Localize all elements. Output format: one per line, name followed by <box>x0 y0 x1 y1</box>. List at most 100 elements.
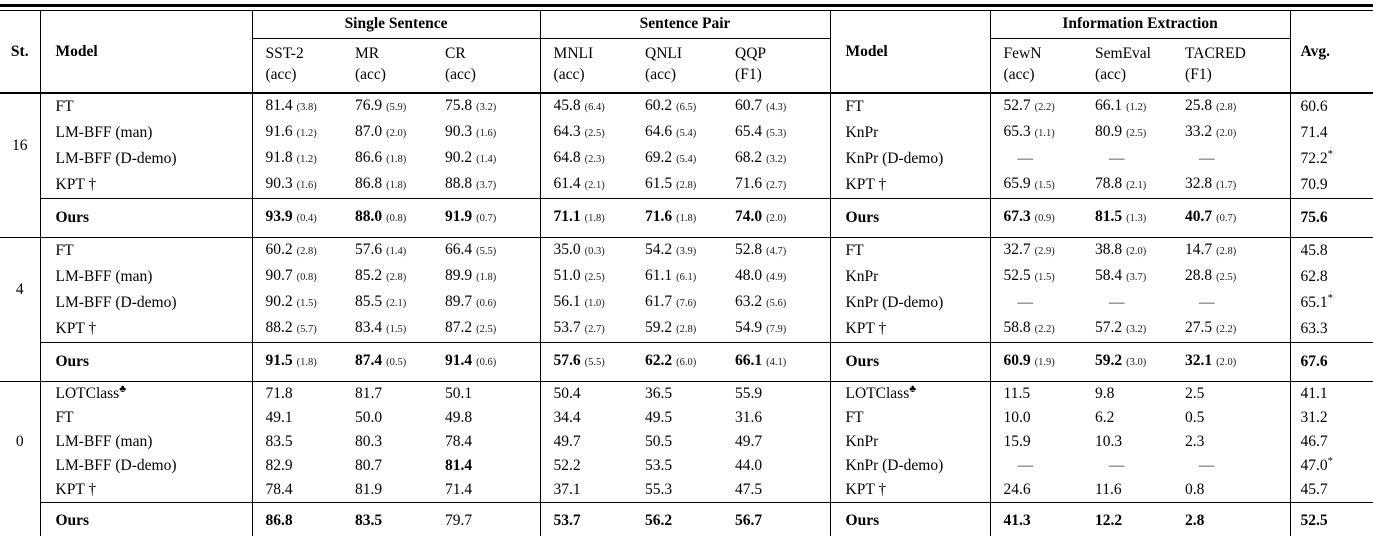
score-cell: 52.2 <box>539 454 633 478</box>
col-header-sst2: SST-2 (acc) <box>251 38 342 94</box>
avg-cell: 63.3 <box>1289 316 1373 343</box>
model-cell: KnPr (D-demo) <box>829 290 991 316</box>
score-cell: 93.9 (0.4) <box>251 198 342 238</box>
col-header-model-right: Model <box>829 11 991 94</box>
score-cell: — <box>989 454 1083 478</box>
score-value: 64.6 <box>645 123 673 140</box>
col-header-cr-name: CR <box>445 45 466 62</box>
score-cell: 54.9 (7.9) <box>722 316 830 343</box>
score-value: — <box>1199 150 1216 167</box>
avg-cell: 45.8 <box>1289 237 1373 264</box>
score-value: 90.3 <box>445 123 473 140</box>
score-cell: 80.3 <box>342 430 432 454</box>
model-cell: KnPr <box>829 430 991 454</box>
col-header-avg: Avg. <box>1289 11 1373 94</box>
score-value: 37.1 <box>553 481 581 498</box>
model-cell: Ours <box>829 342 991 382</box>
score-value: 52.8 <box>735 241 763 258</box>
score-stdev: (1.5) <box>296 298 317 309</box>
score-stdev: (2.5) <box>1126 128 1147 139</box>
score-value: 15.9 <box>1003 433 1031 450</box>
score-cell: 61.7 (7.6) <box>632 290 722 316</box>
score-cell: 78.4 <box>432 430 540 454</box>
avg-value: 31.2 <box>1300 409 1328 426</box>
model-cell: FT <box>829 237 991 264</box>
score-stdev: (0.8) <box>296 272 317 283</box>
model-label: FT <box>845 98 864 115</box>
avg-value: 45.8 <box>1300 242 1328 259</box>
score-stdev: (1.6) <box>476 128 497 139</box>
score-cell: 48.0 (4.9) <box>722 264 830 290</box>
score-cell: 81.7 <box>342 382 432 407</box>
avg-value: 72.2 <box>1300 150 1328 167</box>
score-stdev: (5.6) <box>766 298 787 309</box>
score-value: 85.2 <box>355 267 383 284</box>
score-value: — <box>1017 294 1035 311</box>
avg-cell: 52.5 <box>1289 502 1373 536</box>
col-header-mr-name: MR <box>355 45 380 62</box>
table-row: KPT † 88.2 (5.7) 83.4 (1.5) 87.2 (2.5) 53.7 (2.7… <box>0 316 1373 343</box>
score-value: 32.8 <box>1185 175 1213 192</box>
shot-count-cell: 0 <box>15 433 24 451</box>
score-value: 56.2 <box>645 512 673 529</box>
score-cell: 66.4 (5.5) <box>432 238 540 265</box>
score-stdev: (4.7) <box>766 246 787 257</box>
score-stdev: (1.4) <box>476 154 497 165</box>
table-row: LM-BFF (man) 83.5 80.3 78.4 49.7 50.5 49.7 KnPr… <box>0 430 1373 454</box>
table-row: LM-BFF (D-demo) 90.2 (1.5) 85.5 (2.1) 89.7 (0.… <box>0 290 1373 316</box>
score-cell: 60.2 (6.5) <box>632 93 722 120</box>
col-header-st: St. <box>0 11 40 94</box>
score-cell: 49.1 <box>251 406 342 430</box>
score-value: 66.1 <box>735 352 763 369</box>
model-sup-symbol: ♣ <box>909 383 917 395</box>
score-cell: 59.2 (2.8) <box>632 316 722 343</box>
model-cell: LM-BFF (man) <box>39 430 252 454</box>
score-value: 81.5 <box>1095 208 1123 225</box>
score-cell: 49.7 <box>539 430 633 454</box>
score-cell: 86.8 <box>251 502 342 536</box>
score-value: 25.8 <box>1185 97 1213 114</box>
score-cell: 47.5 <box>722 478 830 503</box>
score-stdev: (2.2) <box>1034 324 1055 335</box>
header-sub-row: SST-2 (acc) MR (acc) CR (acc) MNLI (acc)… <box>0 38 1373 94</box>
score-value: 36.5 <box>645 385 673 402</box>
score-value: 65.3 <box>1003 123 1031 140</box>
score-stdev: (1.5) <box>1034 272 1055 283</box>
score-stdev: (7.6) <box>676 298 697 309</box>
model-label: FT <box>55 98 74 115</box>
score-cell: 6.2 <box>1082 406 1172 430</box>
score-cell: 56.7 <box>722 502 831 536</box>
score-cell: 79.7 <box>432 502 541 536</box>
score-cell: 45.8 (6.4) <box>539 93 633 120</box>
score-stdev: (2.8) <box>676 324 697 335</box>
avg-value: 71.4 <box>1300 124 1328 141</box>
score-cell: 60.9 (1.9) <box>989 342 1083 382</box>
score-cell: 49.7 <box>722 430 830 454</box>
score-value: 66.1 <box>1095 97 1123 114</box>
table-row: LM-BFF (D-demo) 91.8 (1.2) 86.6 (1.8) 90.2 (1.… <box>0 146 1373 172</box>
score-cell: 88.8 (3.7) <box>432 172 540 199</box>
score-value: — <box>1109 150 1126 167</box>
table-row: 4 FT 60.2 (2.8) 57.6 (1.4) 66.4 (5.5) 35.0 (0.3) 5… <box>0 237 1373 298</box>
score-cell: — <box>1082 146 1172 172</box>
score-cell: 11.5 <box>989 381 1083 406</box>
score-cell: 32.1 (2.0) <box>1172 342 1291 382</box>
score-cell: 54.2 (3.9) <box>632 238 722 265</box>
model-cell: Ours <box>829 502 991 536</box>
score-value: 80.7 <box>355 457 383 474</box>
score-cell: 88.2 (5.7) <box>251 316 342 343</box>
score-stdev: (3.2) <box>476 102 497 113</box>
model-label: KPT † <box>845 176 887 193</box>
score-stdev: (2.3) <box>584 154 605 165</box>
score-cell: 87.0 (2.0) <box>342 120 432 146</box>
ours-row: Ours 93.9 (0.4) 88.0 (0.8) 91.9 (0.7) 71.1 (1.8)… <box>0 198 1373 238</box>
score-stdev: (3.2) <box>766 154 787 165</box>
score-value: 75.8 <box>445 97 473 114</box>
avg-cell: 75.6 <box>1289 198 1373 238</box>
score-value: 53.7 <box>553 512 581 529</box>
score-value: 32.1 <box>1185 352 1213 369</box>
avg-value: 46.7 <box>1300 433 1328 450</box>
score-value: — <box>1109 294 1126 311</box>
col-header-semeval: SemEval (acc) <box>1082 38 1173 94</box>
